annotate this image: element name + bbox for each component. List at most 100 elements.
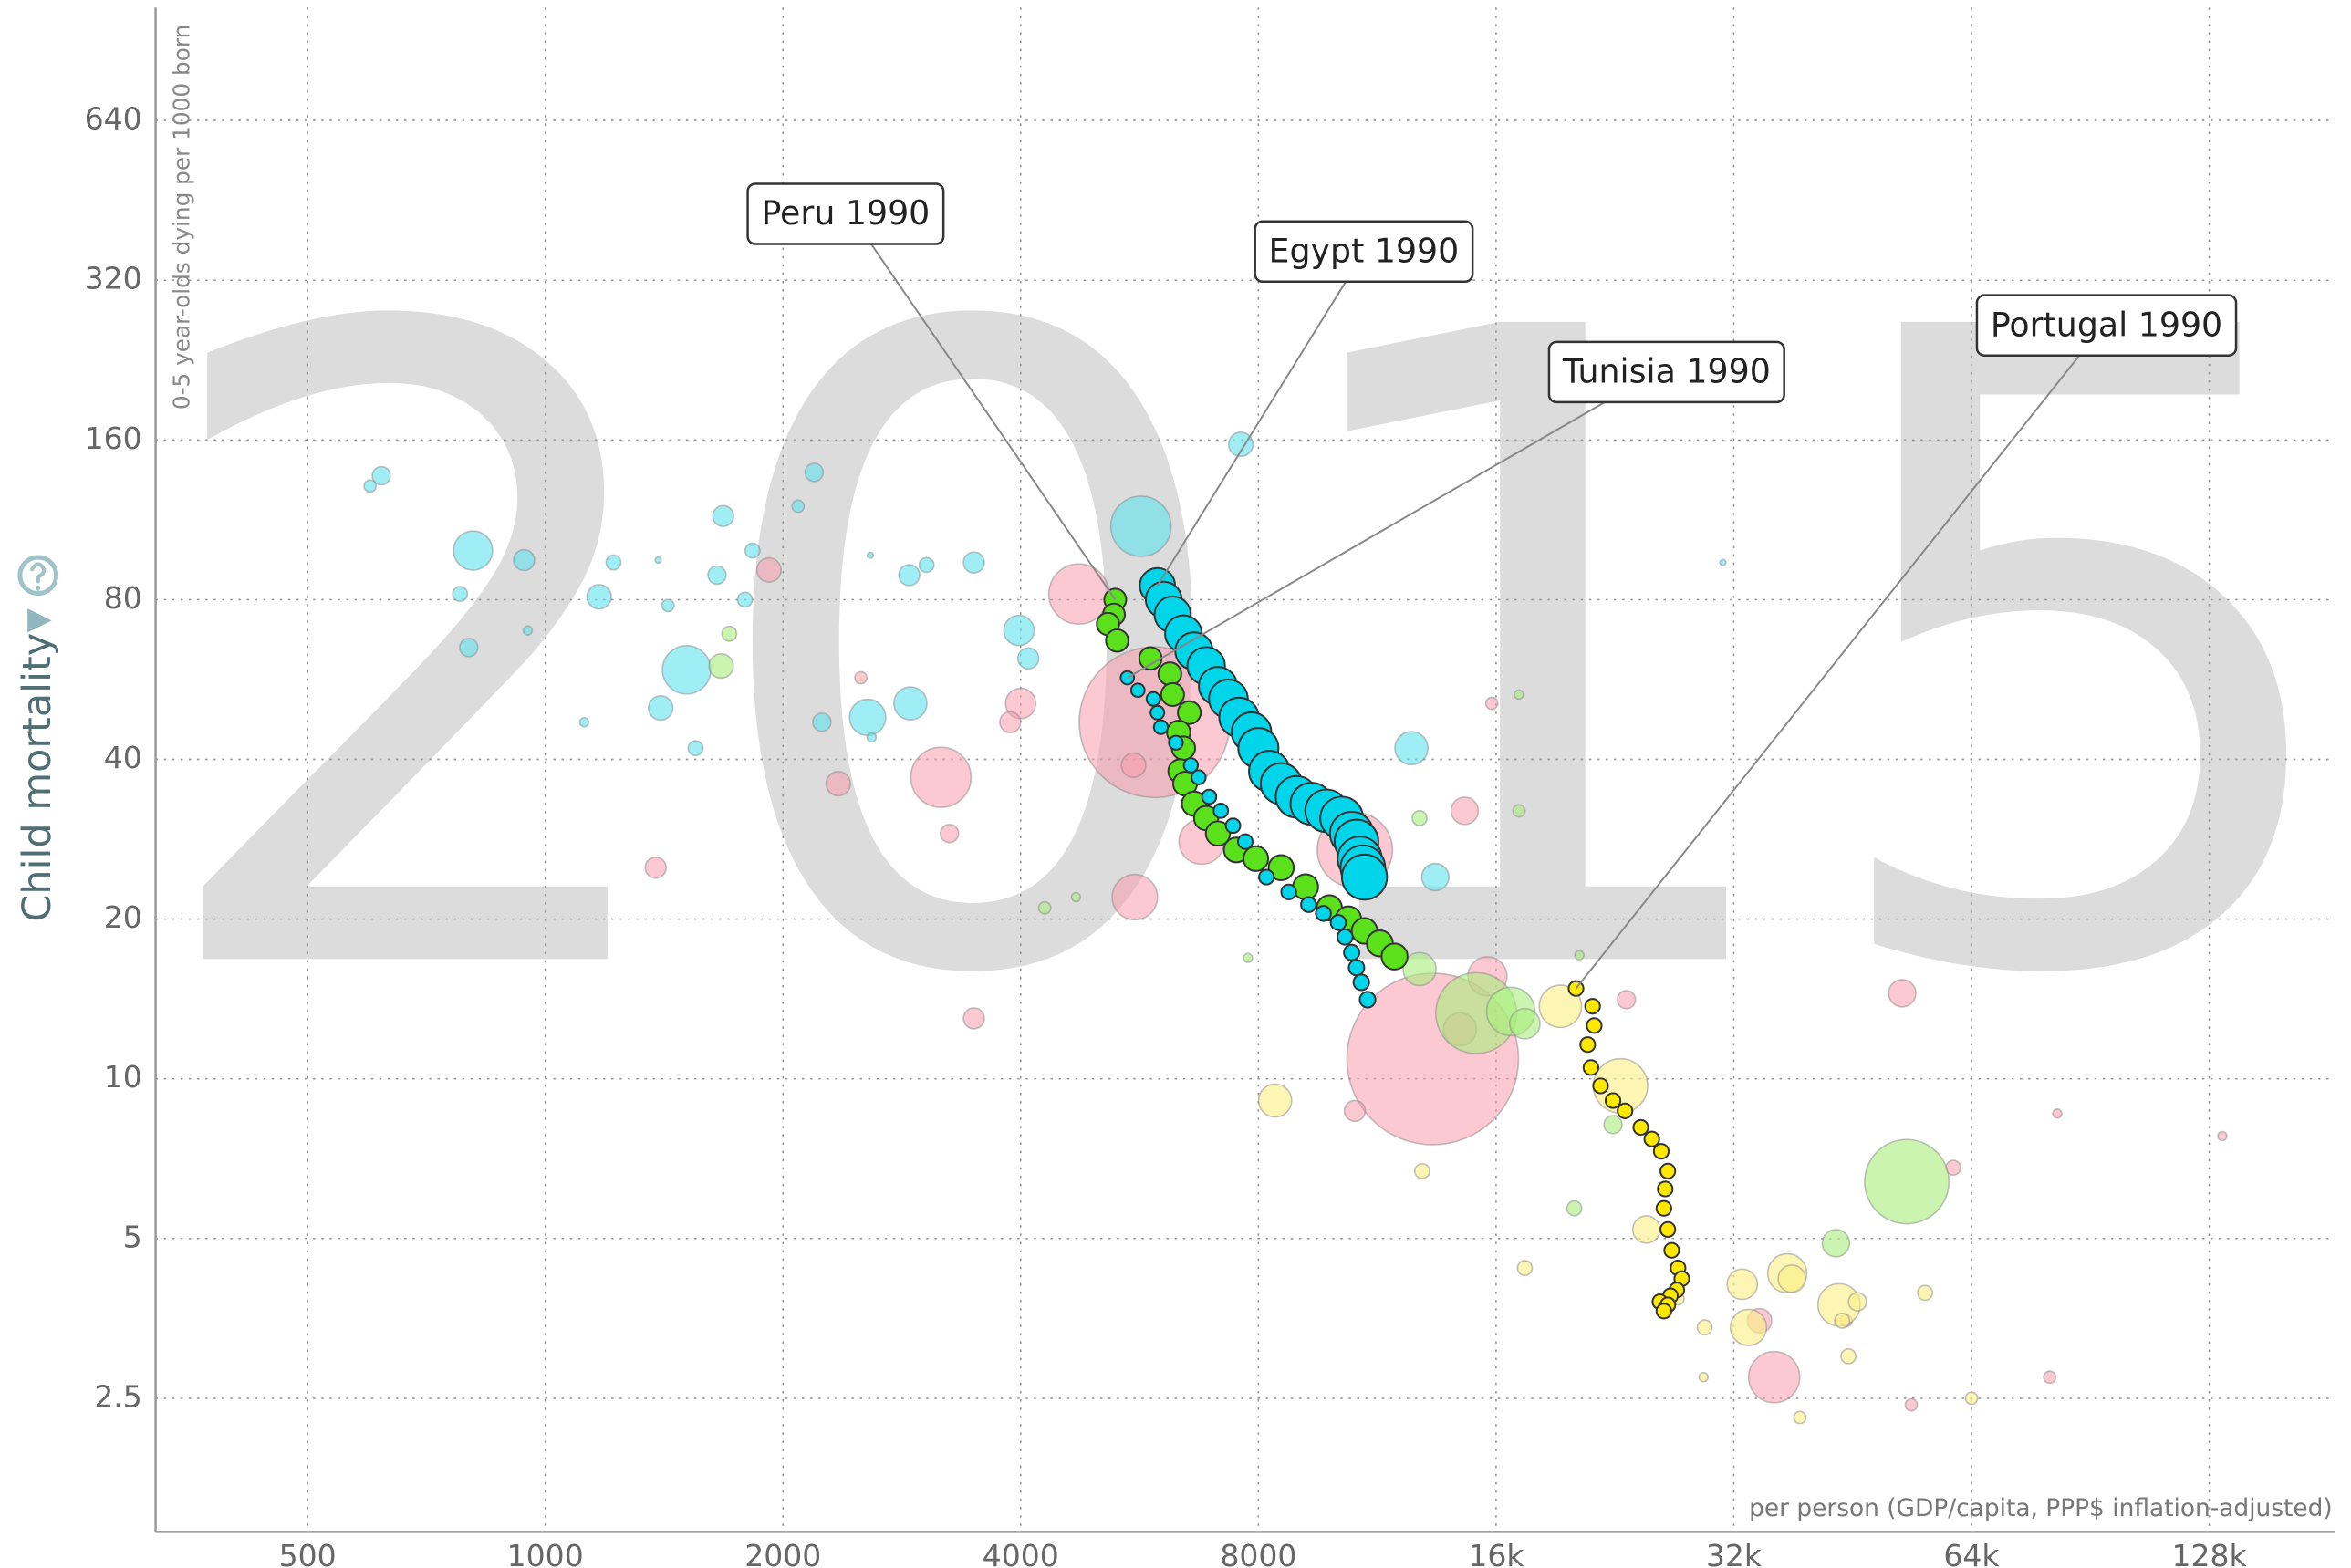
- bubbles: [363, 431, 2228, 1425]
- annotation-pointer: [1575, 355, 2081, 990]
- trail-bubble: [1659, 1220, 1677, 1238]
- bubble: [2217, 1130, 2228, 1142]
- help-icon[interactable]: [17, 555, 59, 597]
- bubble: [522, 625, 534, 636]
- trail-bubble: [1129, 682, 1146, 699]
- trail-bubble: [1145, 691, 1161, 707]
- bubble: [1414, 1162, 1430, 1179]
- bubble: [1484, 696, 1499, 711]
- bubble: [721, 625, 738, 642]
- x-tick-label: 16k: [1468, 1538, 1524, 1568]
- help-circle[interactable]: [17, 555, 59, 597]
- bubble: [1834, 1312, 1851, 1329]
- trail-bubble: [1149, 704, 1166, 721]
- bubble: [452, 586, 469, 603]
- bubble: [1840, 1347, 1857, 1365]
- trail-bubble: [1177, 700, 1202, 725]
- bubble: [1603, 1115, 1623, 1135]
- trail-bubble: [1652, 1143, 1670, 1160]
- bubble: [1450, 796, 1480, 826]
- bubble: [578, 717, 590, 728]
- trail-bubble: [1655, 1303, 1672, 1320]
- bubble: [1120, 752, 1147, 779]
- y-tick-label: 2.5: [94, 1378, 142, 1414]
- bubble: [825, 770, 851, 797]
- annotation-box: [746, 182, 945, 245]
- bubble: [363, 479, 378, 493]
- bubble: [1821, 1229, 1851, 1258]
- annotation-box: [1254, 220, 1474, 284]
- bubble: [654, 556, 662, 565]
- bubble: [755, 556, 783, 583]
- trail-bubble: [1582, 1059, 1599, 1076]
- bubble: [648, 695, 674, 722]
- bubble: [1538, 984, 1583, 1029]
- x-tick-label: 128k: [2171, 1538, 2247, 1568]
- trail-bubble: [1157, 661, 1182, 687]
- bubble: [708, 652, 734, 680]
- trail-bubble: [1643, 1130, 1660, 1147]
- help-glyph[interactable]: [30, 562, 47, 591]
- trail-bubble: [1315, 905, 1332, 922]
- bubble: [1257, 1083, 1293, 1118]
- bubble: [1847, 1292, 1867, 1312]
- bubble: [1574, 950, 1585, 961]
- bubble: [1402, 951, 1437, 987]
- bubble: [866, 551, 875, 559]
- bubble: [1512, 804, 1526, 818]
- bubble: [1719, 558, 1727, 566]
- bubble: [962, 551, 985, 574]
- trail-bubble: [1663, 1241, 1680, 1259]
- y-tick-label: 20: [104, 899, 142, 935]
- bubble: [2052, 1108, 2063, 1119]
- bubble: [898, 564, 921, 587]
- y-axis-label: Child mortality: [15, 633, 60, 922]
- trail-bubble: [1300, 896, 1317, 913]
- trail-bubble: [1168, 734, 1184, 751]
- trail-bubble: [1380, 942, 1409, 971]
- x-tick-label: 1000: [507, 1538, 584, 1568]
- trail-bubble: [1329, 914, 1347, 931]
- annotation-box: [1975, 294, 2238, 357]
- bubble: [892, 686, 928, 722]
- bubble: [2043, 1370, 2057, 1385]
- bubble: [712, 504, 734, 528]
- bubble: [812, 712, 832, 732]
- y-axis-sublabel: 0-5 year-olds dying per 1000 born: [168, 25, 194, 410]
- bubble: [1509, 1007, 1541, 1040]
- trail-bubble: [1336, 928, 1354, 946]
- trail-bubble: [1358, 991, 1377, 1009]
- trail-bubble: [1292, 873, 1319, 901]
- bubble: [586, 584, 612, 610]
- trail-bubble: [1579, 1036, 1597, 1054]
- trail-bubble: [1119, 670, 1136, 686]
- trail-bubble: [1343, 943, 1361, 961]
- bubble: [1070, 891, 1082, 903]
- bubble: [687, 740, 704, 757]
- bubble: [1726, 1268, 1759, 1301]
- trail-bubble: [1258, 868, 1275, 886]
- bubble: [1917, 1284, 1934, 1302]
- trail-bubble: [1152, 719, 1170, 735]
- bubble: [1617, 990, 1637, 1010]
- trail-bubble: [1182, 757, 1200, 774]
- y-tick-label: 160: [85, 421, 142, 456]
- sort-triangle[interactable]: [27, 608, 52, 633]
- bubble: [999, 711, 1022, 734]
- bubble: [1747, 1350, 1801, 1404]
- y-tick-label: 640: [85, 101, 142, 137]
- annotation-label: Portugal 1990: [1991, 305, 2222, 344]
- bubble: [1516, 1260, 1534, 1277]
- bubble: [1394, 731, 1430, 766]
- bubble: [1003, 614, 1035, 647]
- bubble: [940, 824, 960, 844]
- bubble: [1729, 1308, 1768, 1346]
- y-tick-label: 10: [104, 1059, 142, 1095]
- annotations: Peru 1990 Tunisia 1990 Egypt 1990 Portugal …: [746, 182, 2238, 990]
- bubble: [736, 591, 754, 608]
- bubble: [1243, 952, 1254, 963]
- trail-bubble: [1592, 1077, 1609, 1095]
- trail-bubble: [1236, 833, 1254, 850]
- x-tick-label: 4000: [983, 1538, 1059, 1568]
